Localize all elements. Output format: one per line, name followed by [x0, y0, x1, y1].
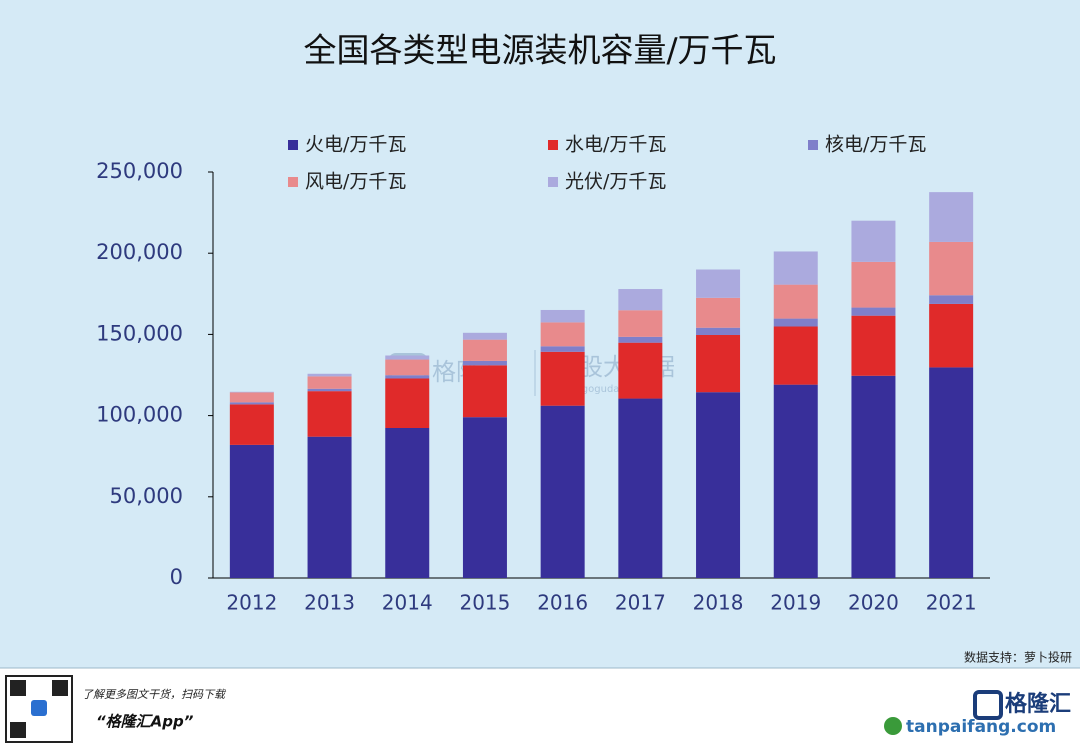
legend-label: 火电/万千瓦 [305, 134, 406, 156]
x-tick-label: 2013 [304, 591, 355, 615]
bar-segment [229, 402, 274, 405]
bar-segment [773, 318, 818, 327]
source-note: 数据支持：萝卜投研 [964, 650, 1072, 665]
bar-segment [929, 295, 974, 304]
bar-segment [618, 336, 663, 343]
bar-segment [773, 326, 818, 385]
bar-segment [929, 303, 974, 368]
bar-segment [773, 251, 818, 285]
bar-segment [618, 310, 663, 337]
bar-segment [307, 376, 352, 389]
bar-segment [929, 192, 974, 242]
bar-segment [229, 444, 274, 578]
promo-text: 了解更多图文干货，扫码下载 [82, 688, 227, 701]
chart-title: 全国各类型电源装机容量/万千瓦 [303, 31, 776, 70]
qr-logo [31, 700, 47, 716]
x-tick-label: 2018 [693, 591, 744, 615]
qr-corner [10, 680, 26, 696]
bar-segment [618, 342, 663, 399]
bar-segment [462, 332, 507, 340]
qr-code [5, 675, 73, 743]
logo-icon [973, 690, 1003, 720]
bar-segment [385, 359, 430, 376]
bar-segment [773, 384, 818, 578]
bar-segment [307, 388, 352, 392]
bar-segment [851, 307, 896, 316]
bar-segment [385, 355, 430, 360]
bar-segment [540, 405, 585, 578]
bar-segment [462, 417, 507, 578]
bar-segment [773, 284, 818, 319]
x-tick-label: 2015 [459, 591, 510, 615]
x-tick-label: 2012 [226, 591, 277, 615]
bar-segment [851, 261, 896, 308]
site-text: tanpaifang.com [906, 717, 1056, 737]
bar-segment [696, 334, 741, 393]
y-tick-label: 100,000 [96, 403, 183, 427]
x-tick-label: 2017 [615, 591, 666, 615]
legend-label: 光伏/万千瓦 [565, 171, 666, 193]
qr-corner [10, 722, 26, 738]
bar-segment [851, 315, 896, 376]
y-tick-label: 250,000 [96, 159, 183, 183]
bar-segment [229, 404, 274, 445]
y-tick-label: 50,000 [110, 484, 183, 508]
legend-label: 风电/万千瓦 [305, 171, 406, 193]
bar-segment [229, 392, 274, 403]
y-tick-label: 0 [170, 565, 183, 589]
bar-segment [696, 392, 741, 578]
x-tick-label: 2019 [770, 591, 821, 615]
x-tick-label: 2021 [926, 591, 977, 615]
bar-segment [696, 269, 741, 298]
bar-segment [462, 360, 507, 366]
legend-swatch [808, 140, 818, 150]
bar-segment [307, 391, 352, 437]
legend-swatch [288, 177, 298, 187]
bar-segment [851, 375, 896, 578]
legend-label: 核电/万千瓦 [825, 134, 926, 156]
x-tick-label: 2016 [537, 591, 588, 615]
bar-segment [540, 309, 585, 323]
qr-corner [52, 680, 68, 696]
bar-segment [385, 378, 430, 429]
legend-swatch [548, 177, 558, 187]
x-tick-label: 2020 [848, 591, 899, 615]
watermark-url: www.gogudata.com [555, 384, 654, 395]
bar-segment [618, 289, 663, 311]
bar-segment [851, 220, 896, 262]
bar-segment [385, 428, 430, 578]
legend-swatch [548, 140, 558, 150]
bar-segment [385, 375, 430, 379]
y-tick-label: 150,000 [96, 321, 183, 345]
bar-segment [307, 373, 352, 377]
bar-segment [929, 241, 974, 296]
legend-swatch [288, 140, 298, 150]
y-tick-label: 200,000 [96, 240, 183, 264]
bar-segment [307, 436, 352, 578]
bar-segment [540, 351, 585, 406]
bar-segment [462, 365, 507, 418]
bar-segment [540, 322, 585, 347]
bar-segment [540, 346, 585, 352]
app-name: “格隆汇App” [96, 713, 194, 731]
legend-label: 水电/万千瓦 [565, 134, 666, 156]
bar-segment [462, 339, 507, 361]
bar-segment [696, 297, 741, 328]
site-icon [884, 717, 902, 735]
logo-text: 格隆汇 [1005, 691, 1071, 717]
bar-segment [229, 391, 274, 393]
bar-segment [618, 398, 663, 578]
bar-segment [929, 367, 974, 578]
x-tick-label: 2014 [382, 591, 433, 615]
chart-background [0, 0, 1080, 668]
bar-segment [696, 327, 741, 335]
